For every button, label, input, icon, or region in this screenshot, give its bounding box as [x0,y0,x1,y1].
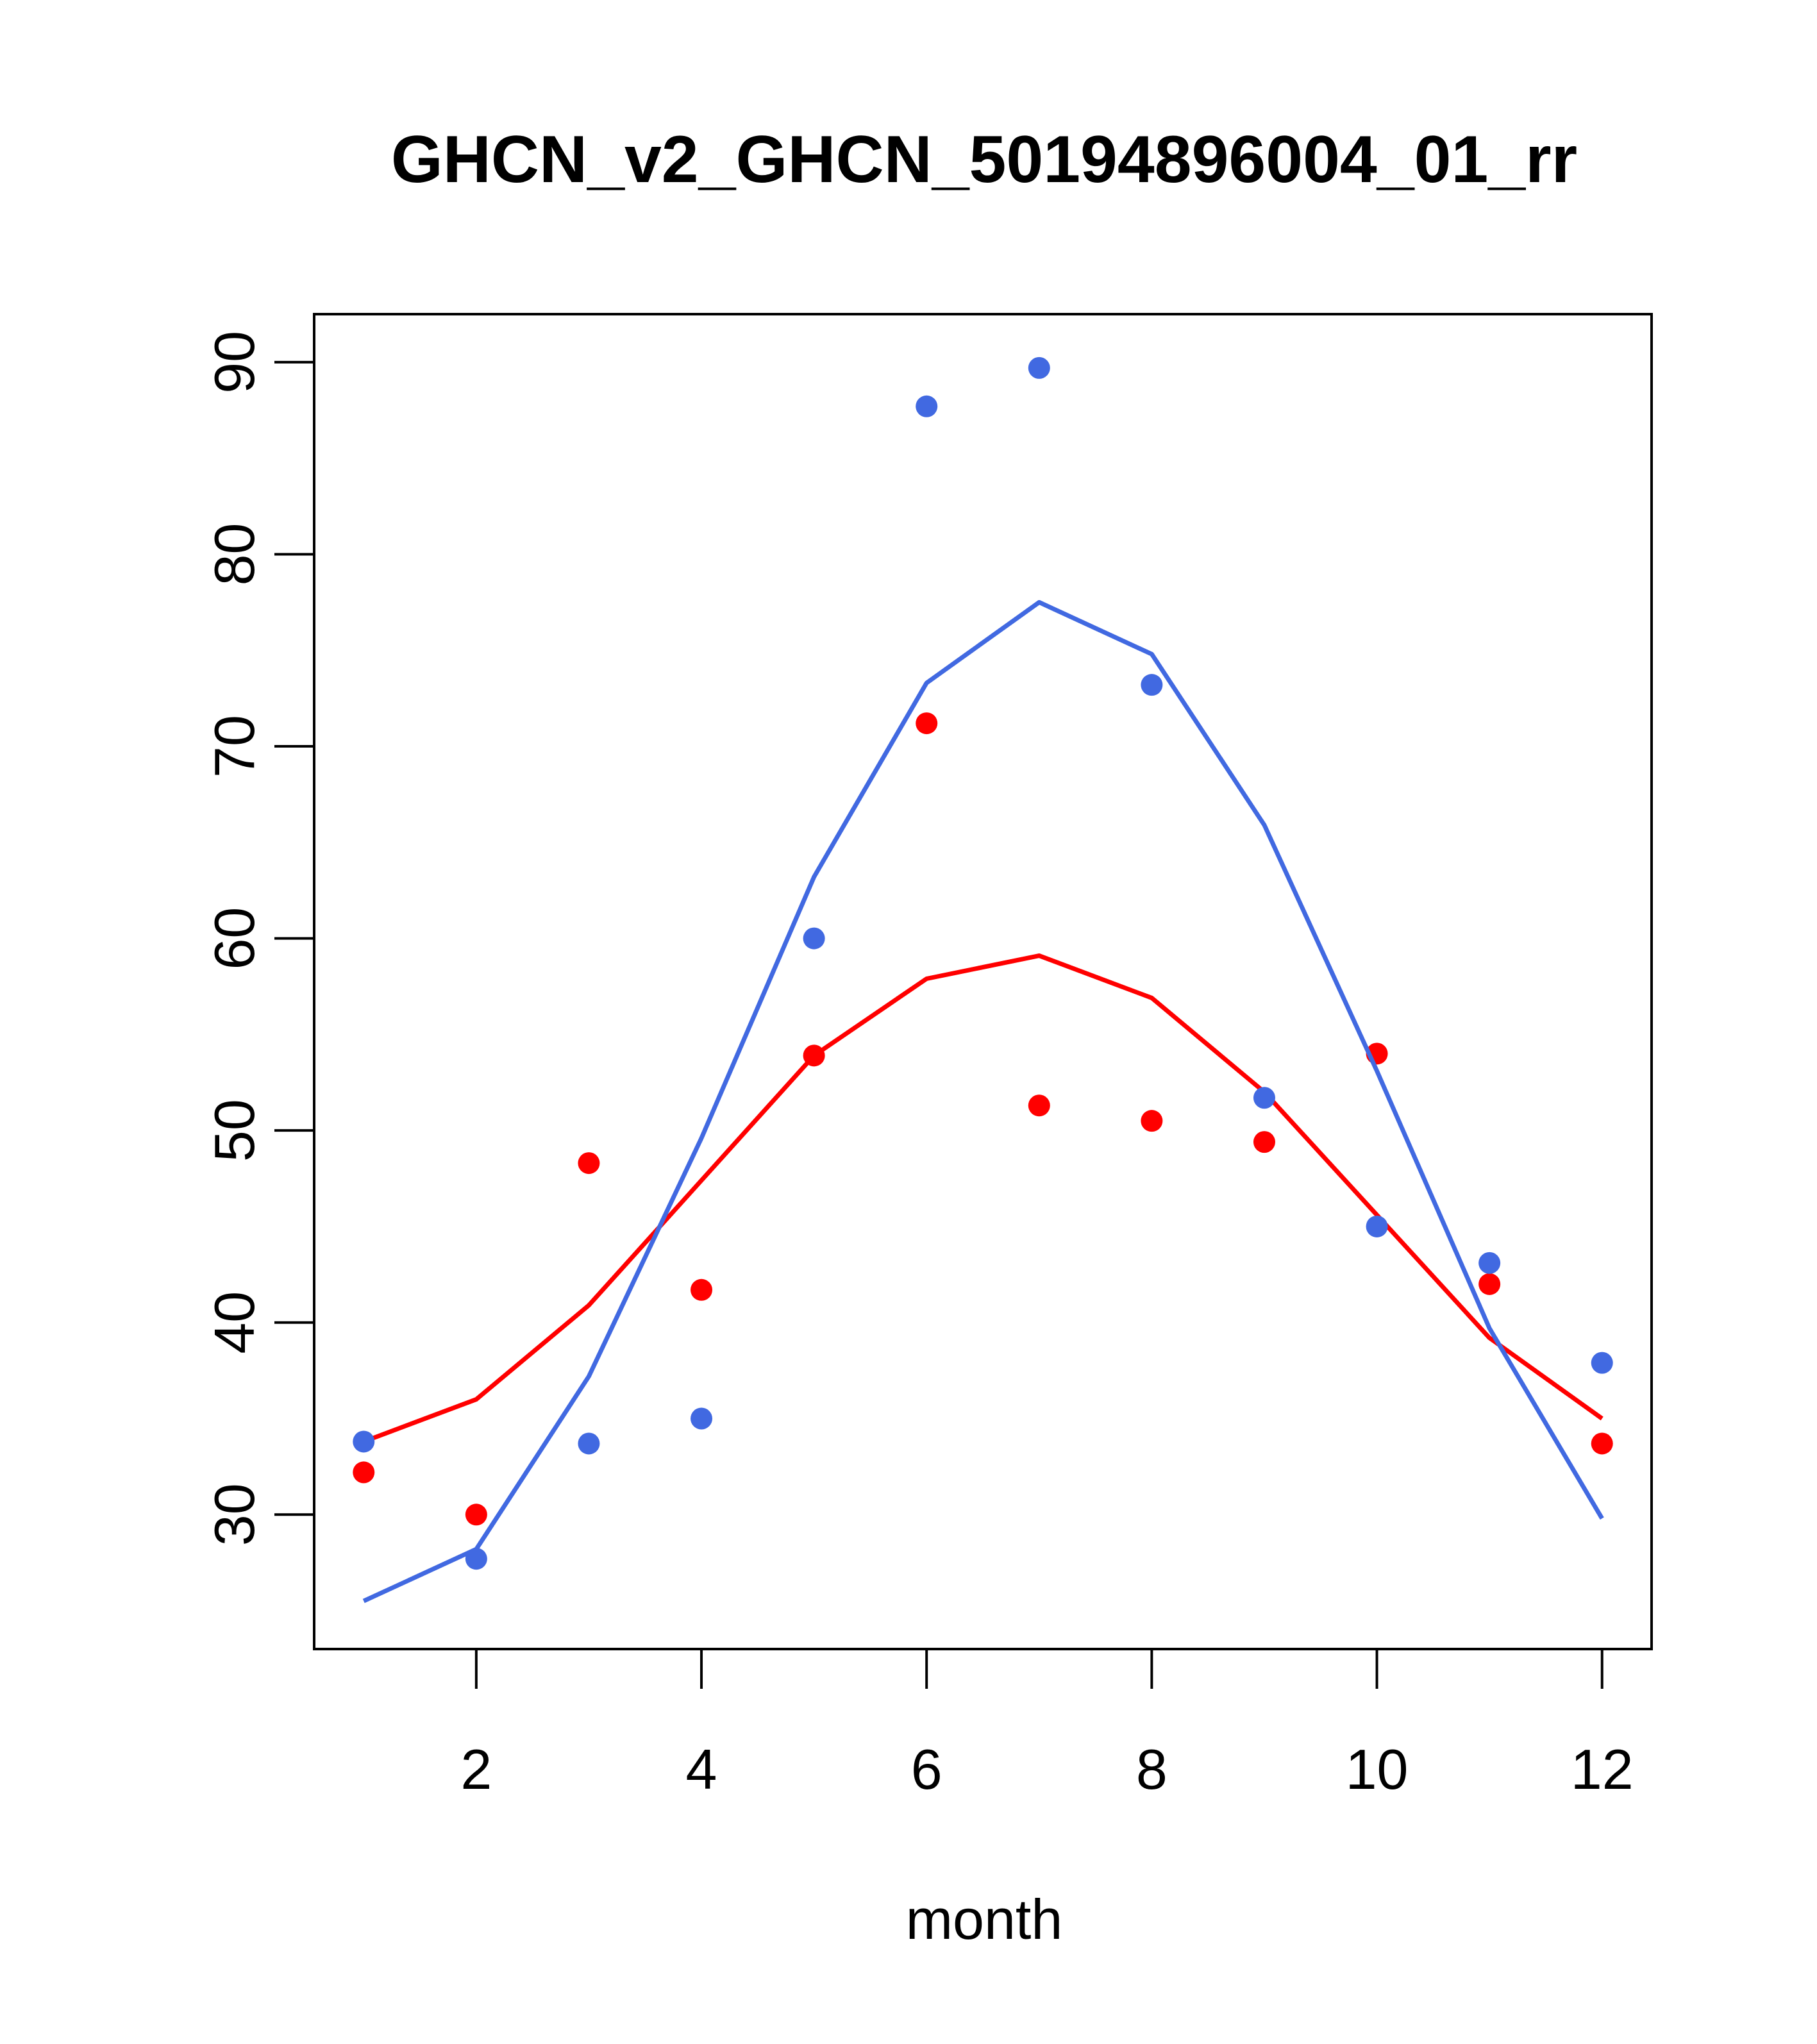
blue-data-point [691,1407,713,1430]
x-tick-label: 12 [1571,1738,1634,1801]
red-data-point [1141,1110,1163,1132]
chart-title: GHCN_v2_GHCN_50194896004_01_rr [391,122,1577,197]
x-tick-label: 4 [686,1738,717,1801]
blue-data-point [578,1432,600,1455]
blue-data-point [916,395,938,417]
red-data-point [916,712,938,735]
x-tick-label: 2 [460,1738,492,1801]
y-tick-label: 60 [203,907,266,970]
blue-data-point [1141,674,1163,696]
x-tick-label: 8 [1136,1738,1168,1801]
blue-data-point [1591,1352,1613,1374]
red-data-point [353,1461,375,1484]
red-data-point [1028,1094,1050,1117]
series-layer [353,356,1613,1604]
blue-data-point [1478,1252,1501,1274]
red-data-point [1253,1131,1275,1153]
red-data-point [578,1152,600,1175]
blue-series-line [362,599,1604,1604]
blue-data-point [1366,1215,1388,1237]
red-series-line [363,953,1603,1444]
x-tick-label: 10 [1346,1738,1409,1801]
blue-data-point [1253,1087,1275,1109]
red-data-point [691,1278,713,1301]
y-tick-label: 80 [203,523,266,586]
red-data-point [1591,1432,1613,1455]
y-tick-label: 90 [203,331,266,394]
red-data-point [1478,1273,1501,1295]
red-data-point [465,1504,487,1526]
x-tick-label: 6 [911,1738,942,1801]
x-axis-label: month [906,1888,1063,1951]
blue-data-point [1028,356,1050,379]
y-tick-label: 70 [203,715,266,778]
y-tick-label: 30 [203,1483,266,1546]
x-axis: 2 4 6 8 10 12 [460,1648,1634,1801]
y-tick-label: 50 [203,1099,266,1162]
y-tick-label: 40 [203,1291,266,1354]
y-axis: 30 40 50 60 70 80 90 [203,331,315,1546]
blue-data-point [803,927,825,950]
blue-data-point [353,1430,375,1453]
